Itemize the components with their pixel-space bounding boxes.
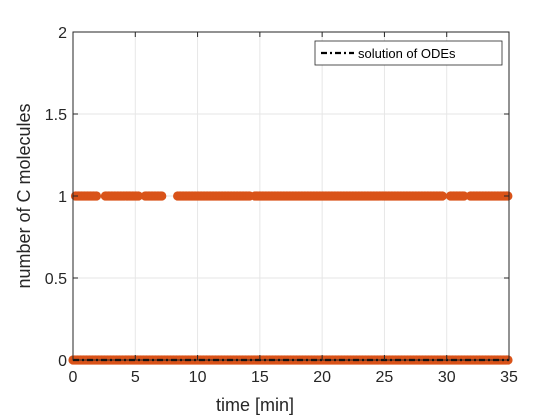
x-tick-label: 5 bbox=[131, 369, 140, 386]
x-tick-label: 35 bbox=[500, 369, 518, 386]
y-axis-label: number of C molecules bbox=[14, 103, 34, 288]
legend-box bbox=[314, 40, 503, 66]
data-point bbox=[157, 191, 167, 201]
data-point bbox=[437, 191, 447, 201]
x-tick-label: 10 bbox=[189, 369, 207, 386]
y-tick-label: 0 bbox=[58, 353, 67, 370]
x-axis-label: time [min] bbox=[216, 395, 294, 415]
data-point bbox=[133, 191, 143, 201]
y-tick-label: 1 bbox=[58, 189, 67, 206]
y-tick-label: 1.5 bbox=[45, 107, 67, 124]
legend-label: solution of ODEs bbox=[358, 46, 456, 61]
x-tick-label: 0 bbox=[69, 369, 78, 386]
x-tick-label: 30 bbox=[438, 369, 456, 386]
y-tick-label: 2 bbox=[58, 25, 67, 42]
ticks: 0 5 10 15 20 25 30 35 0 0.5 1 1.5 2 bbox=[45, 25, 518, 386]
x-tick-label: 20 bbox=[313, 369, 331, 386]
x-tick-label: 15 bbox=[251, 369, 269, 386]
data-point bbox=[91, 191, 102, 201]
legend: solution of ODEs bbox=[314, 40, 503, 66]
y-tick-label: 0.5 bbox=[45, 271, 67, 288]
x-tick-label: 25 bbox=[376, 369, 394, 386]
data-point bbox=[459, 191, 469, 201]
